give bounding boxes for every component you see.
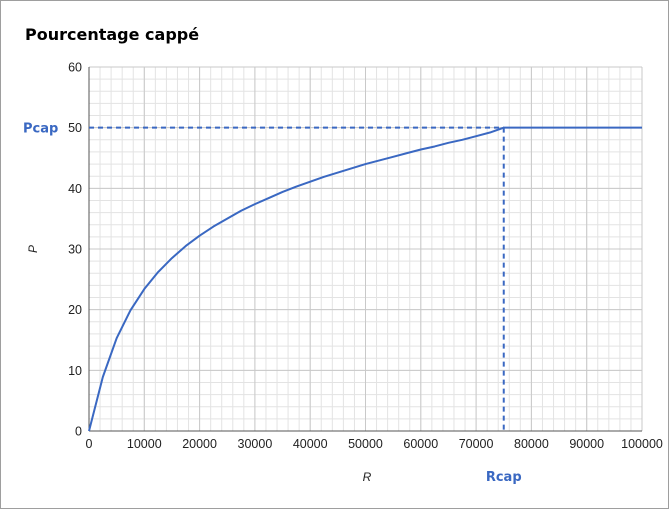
tick-labels: 0 10000 20000 30000 40000 50000 60000 70000 8000…	[68, 61, 663, 452]
x-tick-label: 60000	[403, 437, 438, 451]
series-line	[88, 126, 642, 432]
y-tick-label: 50	[68, 121, 82, 135]
y-tick-label: 10	[68, 364, 82, 378]
grid	[88, 66, 643, 432]
y-tick-label: 0	[75, 425, 82, 439]
rcap-label: Rcap	[486, 470, 522, 485]
y-tick-label: 30	[68, 243, 82, 257]
series	[88, 126, 642, 432]
x-tick-label: 50000	[348, 437, 383, 451]
x-tick-label: 100000	[621, 437, 663, 451]
y-axis-label: P	[26, 245, 40, 253]
pcap-label: Pcap	[23, 122, 58, 137]
x-tick-label: 10000	[127, 437, 162, 451]
x-tick-label: 90000	[569, 437, 604, 451]
chart-title: Pourcentage cappé	[25, 25, 200, 44]
y-tick-label: 40	[68, 182, 82, 196]
x-axis-label: R	[363, 470, 372, 484]
cap-markers	[89, 126, 505, 431]
y-tick-label: 60	[68, 61, 82, 75]
x-tick-label: 20000	[182, 437, 217, 451]
x-tick-label: 0	[86, 437, 93, 451]
x-tick-label: 70000	[459, 437, 494, 451]
x-tick-label: 30000	[238, 437, 273, 451]
x-tick-label: 40000	[293, 437, 328, 451]
x-tick-label: 80000	[514, 437, 549, 451]
y-tick-label: 20	[68, 303, 82, 317]
